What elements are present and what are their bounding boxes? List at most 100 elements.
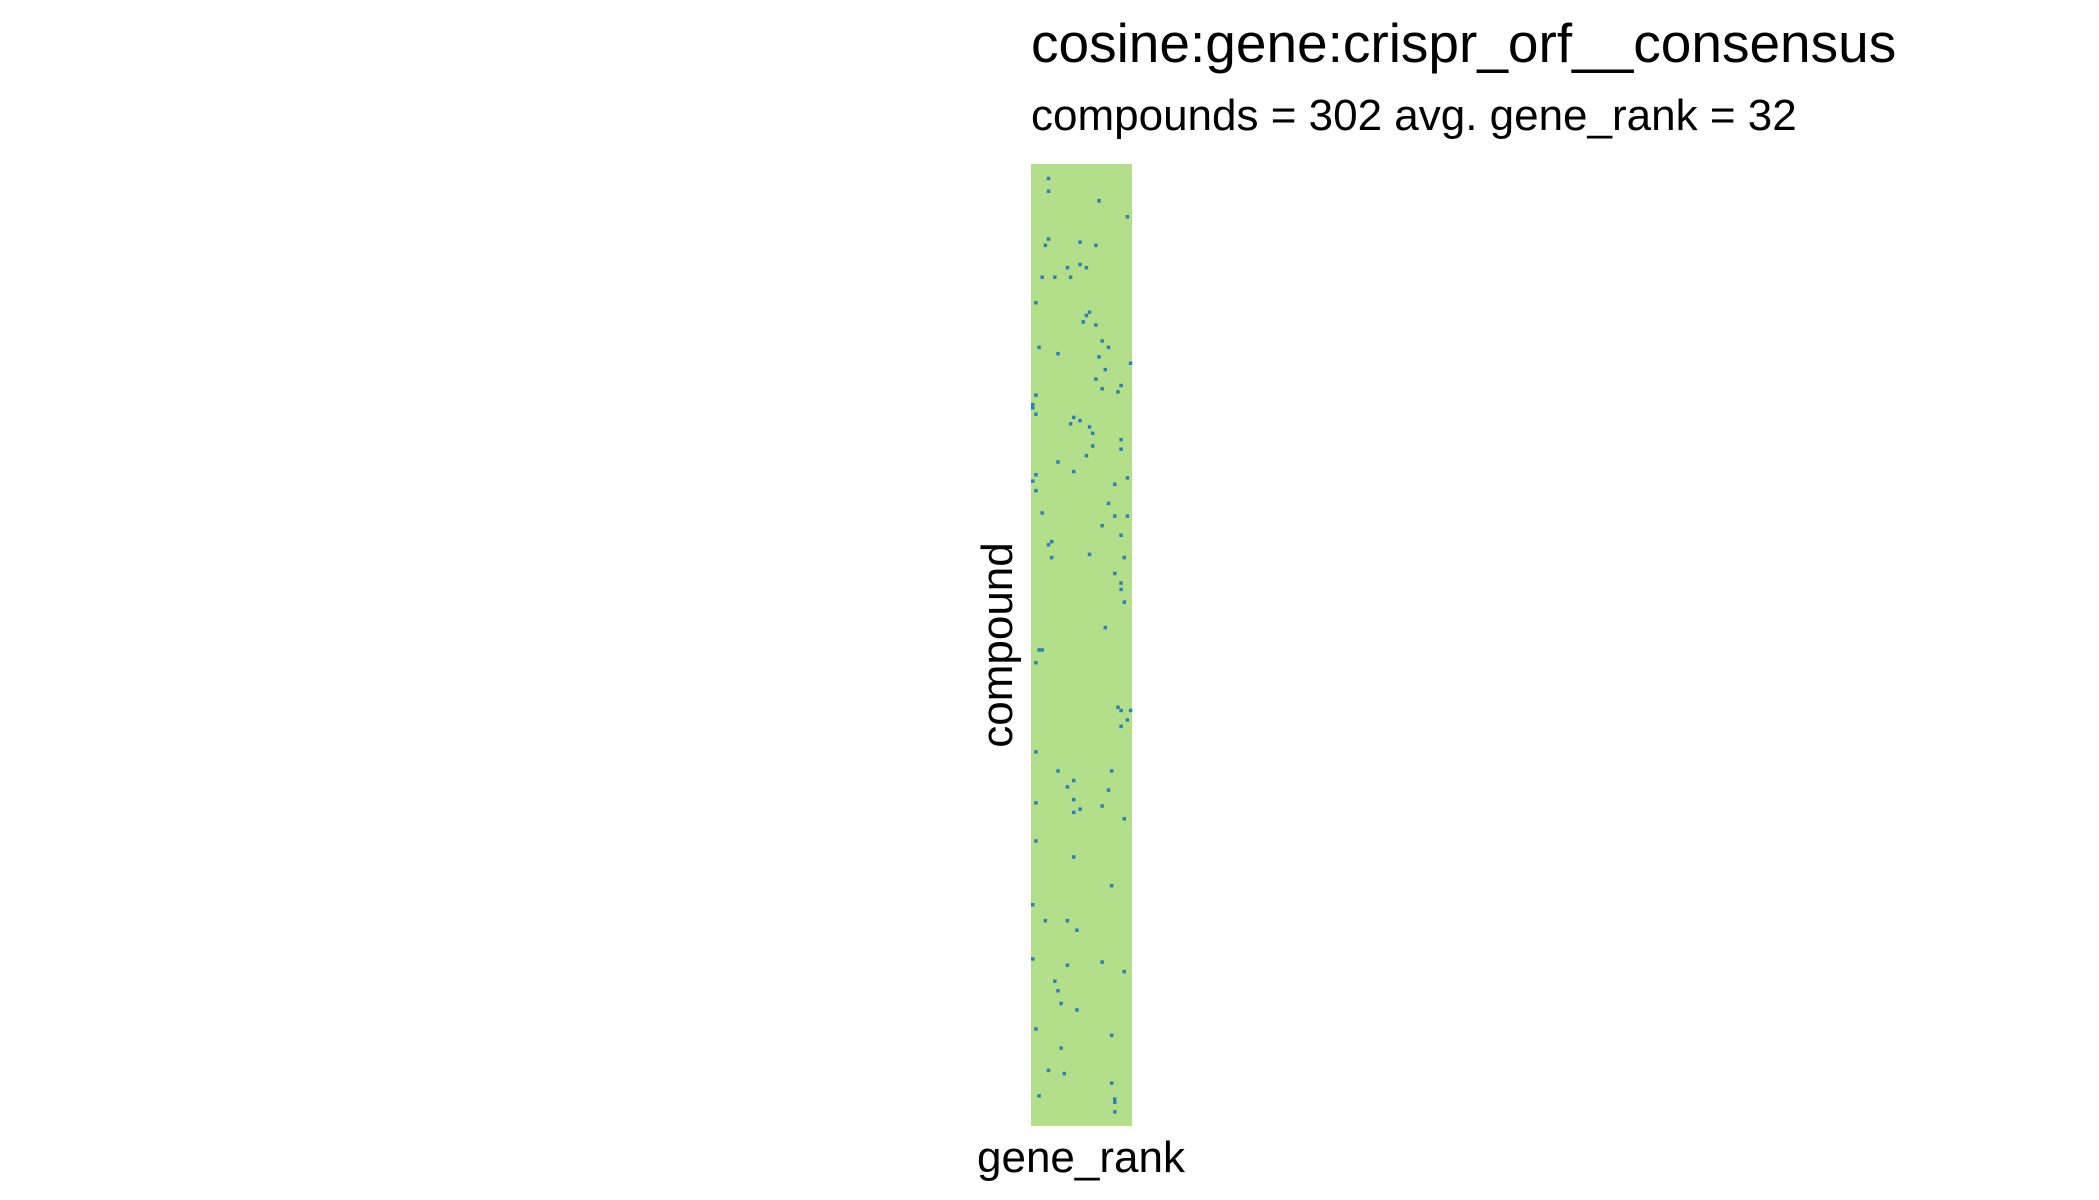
- heatmap-cell: [1125, 718, 1130, 722]
- heatmap-cell: [1084, 313, 1089, 318]
- heatmap-cell: [1103, 625, 1108, 630]
- heatmap-cell: [1100, 523, 1104, 528]
- heatmap-cell: [1072, 778, 1076, 783]
- x-axis-label: gene_rank: [977, 1133, 1186, 1182]
- heatmap-cell: [1034, 750, 1038, 754]
- heatmap-cell: [1119, 581, 1123, 585]
- heatmap-cell: [1113, 514, 1117, 518]
- heatmap-cell: [1094, 243, 1098, 248]
- heatmap-cell: [1078, 240, 1082, 244]
- heatmap-cell: [1040, 275, 1044, 279]
- heatmap-cell: [1075, 928, 1079, 932]
- heatmap-cell: [1109, 883, 1114, 888]
- heatmap-cell: [1119, 708, 1123, 713]
- heatmap-cell: [1113, 571, 1117, 576]
- heatmap-cell: [1119, 437, 1123, 442]
- heatmap-cell: [1053, 979, 1057, 983]
- heatmap-cell: [1119, 533, 1123, 537]
- heatmap-cell: [1094, 377, 1098, 381]
- heatmap-cell: [1119, 724, 1123, 729]
- heatmap-cell: [1031, 406, 1035, 410]
- heatmap-cell: [1065, 265, 1070, 270]
- heatmap-cell: [1100, 339, 1104, 343]
- heatmap-cell: [1122, 600, 1126, 604]
- heatmap-cell: [1065, 785, 1070, 789]
- heatmap-cell: [1119, 447, 1123, 451]
- heatmap-cell: [1081, 320, 1085, 324]
- heatmap-cell: [1034, 300, 1038, 305]
- y-axis-label: compound: [973, 542, 1022, 747]
- heatmap-cell: [1046, 543, 1051, 547]
- heatmap-cell: [1037, 1094, 1041, 1098]
- heatmap-cell: [1084, 265, 1089, 270]
- heatmap-cell: [1056, 989, 1060, 993]
- heatmap-cell: [1043, 918, 1048, 923]
- heatmap-cell: [1034, 472, 1038, 477]
- heatmap-cell: [1113, 1110, 1117, 1114]
- heatmap-cell: [1056, 769, 1060, 773]
- heatmap-cell: [1078, 418, 1082, 423]
- chart-title: cosine:gene:crispr_orf__consensus: [1031, 12, 1896, 74]
- heatmap-cell: [1072, 797, 1076, 802]
- heatmap-cell: [1046, 1068, 1051, 1073]
- heatmap-cell: [1106, 345, 1111, 350]
- heatmap-cell: [1113, 1097, 1117, 1101]
- heatmap-cell: [1087, 425, 1092, 429]
- heatmap-cell: [1056, 351, 1060, 356]
- heatmap-cell: [1043, 243, 1048, 248]
- heatmap-cell: [1059, 1001, 1063, 1006]
- heatmap-cell: [1034, 412, 1038, 416]
- heatmap-cell: [1113, 1100, 1117, 1105]
- heatmap-cell: [1125, 214, 1130, 219]
- heatmap-cell: [1059, 1046, 1063, 1050]
- heatmap-cell: [1065, 918, 1070, 923]
- heatmap-cell: [1109, 1081, 1114, 1085]
- heatmap-cell: [1049, 555, 1054, 560]
- heatmap-cell: [1090, 444, 1095, 448]
- heatmap-cell: [1084, 453, 1089, 458]
- heatmap-cell: [1046, 237, 1051, 241]
- heatmap-cell: [1040, 511, 1044, 515]
- heatmap-cell: [1122, 817, 1126, 821]
- heatmap-cell: [1113, 482, 1117, 487]
- heatmap-cell: [1094, 323, 1098, 327]
- heatmap-cell: [1106, 501, 1111, 506]
- heatmap-cell: [1122, 969, 1126, 974]
- heatmap-cell: [1062, 1071, 1067, 1076]
- heatmap-cell: [1116, 705, 1120, 710]
- heatmap-cell: [1116, 390, 1120, 394]
- heatmap-cell: [1053, 275, 1057, 279]
- heatmap-cell: [1087, 552, 1092, 557]
- heatmap-cell: [1119, 383, 1123, 388]
- heatmap-cell: [1037, 345, 1041, 350]
- heatmap-cell: [1072, 810, 1076, 815]
- heatmap-cell: [1040, 648, 1044, 652]
- heatmap-cell: [1090, 431, 1095, 436]
- heatmap-cell: [1072, 855, 1076, 859]
- heatmap-cell: [1037, 648, 1041, 652]
- heatmap-cell: [1125, 476, 1130, 480]
- heatmap-cell: [1109, 1033, 1114, 1038]
- heatmap-cell: [1068, 422, 1073, 426]
- heatmap-cell: [1034, 801, 1038, 805]
- heatmap-cell: [1109, 769, 1114, 773]
- chart-subtitle: compounds = 302 avg. gene_rank = 32: [1031, 91, 1797, 140]
- heatmap-cell: [1072, 415, 1076, 420]
- heatmap-cell: [1103, 367, 1108, 372]
- heatmap-cell: [1034, 660, 1038, 665]
- heatmap-cell: [1046, 176, 1051, 181]
- heatmap-cell: [1056, 460, 1060, 464]
- heatmap-cell: [1034, 488, 1038, 493]
- heatmap-cell: [1068, 275, 1073, 279]
- heatmap-cell: [1119, 587, 1123, 592]
- heatmap-cells: [1031, 176, 1133, 1114]
- heatmap-cell: [1065, 963, 1070, 968]
- heatmap-cell: [1100, 960, 1104, 964]
- heatmap-cell: [1031, 479, 1035, 483]
- heatmap-cell: [1031, 957, 1035, 961]
- heatmap-cell: [1097, 355, 1101, 359]
- heatmap-cell: [1049, 539, 1054, 544]
- heatmap-cell: [1078, 807, 1082, 811]
- heatmap-cell: [1078, 262, 1082, 267]
- heatmap-cell: [1034, 839, 1038, 843]
